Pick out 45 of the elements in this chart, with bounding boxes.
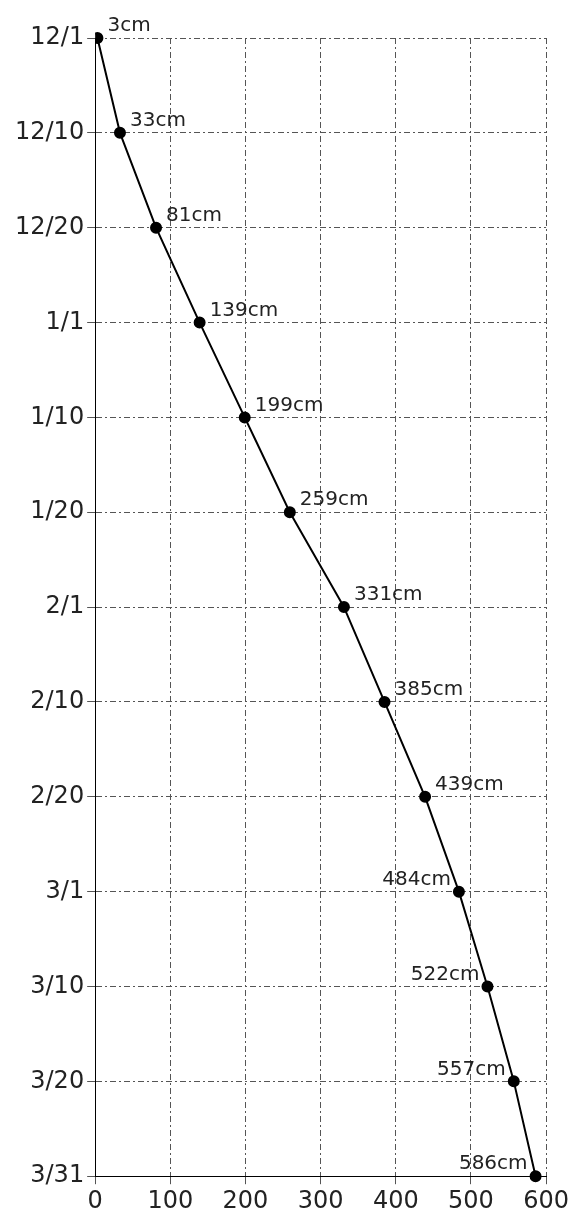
data-label: 522cm: [410, 960, 480, 985]
point: [238, 411, 251, 424]
data-label: 484cm: [382, 865, 451, 890]
data-label: 33cm: [129, 107, 186, 132]
data-label: 385cm: [394, 676, 464, 701]
data-label: 81cm: [166, 201, 222, 226]
point: [378, 695, 391, 708]
data-label: 259cm: [299, 486, 369, 511]
point: [337, 601, 350, 614]
point: [507, 1075, 520, 1088]
y-tick-label: 3/31: [30, 1160, 85, 1189]
data-label: 3cm: [107, 12, 151, 37]
point: [529, 1170, 542, 1183]
point: [150, 221, 163, 234]
y-tick-label: 1/1: [45, 306, 85, 335]
point: [481, 980, 494, 993]
y-tick-label: 2/1: [45, 591, 85, 620]
y-tick-label: 3/20: [30, 1065, 85, 1094]
data-label: 139cm: [209, 296, 279, 321]
y-tick-label: 12/1: [30, 22, 85, 51]
x-tick-label: 200: [222, 1185, 269, 1214]
x-tick-label: 100: [147, 1185, 194, 1214]
point: [419, 790, 432, 803]
data-label: 199cm: [254, 391, 324, 416]
data-label: 439cm: [435, 771, 504, 795]
y-tick-label: 1/20: [30, 496, 85, 525]
y-tick-label: 12/10: [14, 117, 85, 146]
data-label: 586cm: [458, 1150, 528, 1175]
data-label: 557cm: [437, 1055, 506, 1080]
y-tick-label: 12/20: [14, 211, 85, 240]
x-tick-label: 500: [448, 1185, 494, 1214]
x-tick-label: 0: [87, 1185, 103, 1214]
point: [283, 506, 296, 519]
y-tick-label: 3/10: [30, 970, 85, 999]
point: [113, 126, 126, 139]
y-tick-label: 3/1: [45, 875, 85, 904]
x-tick-label: 600: [523, 1185, 569, 1214]
data-label: 331cm: [353, 581, 423, 606]
y-tick-label: 2/10: [30, 686, 85, 715]
x-tick-label: 300: [297, 1185, 344, 1214]
point: [452, 885, 465, 898]
point: [193, 316, 206, 329]
x-tick-label: 400: [372, 1185, 419, 1214]
y-tick-label: 1/10: [30, 401, 85, 430]
y-tick-label: 2/20: [30, 781, 85, 810]
